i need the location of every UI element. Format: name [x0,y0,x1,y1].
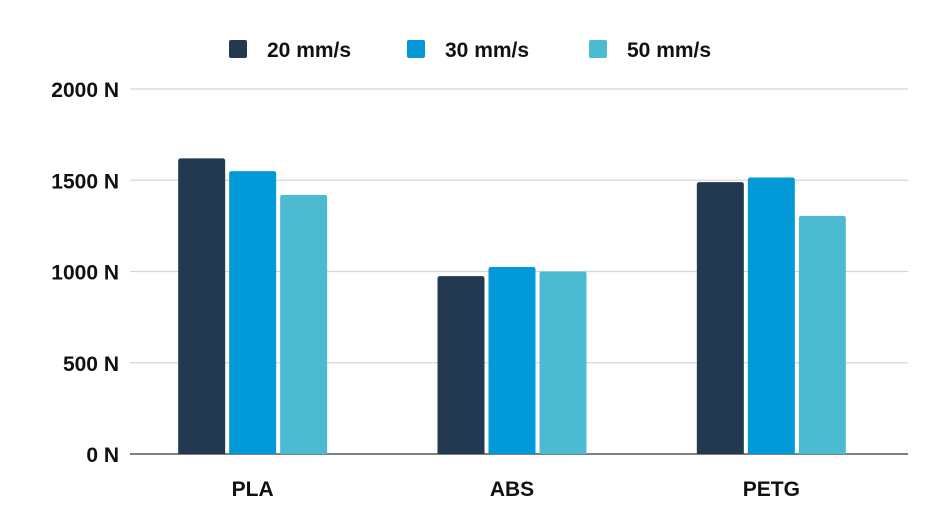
y-tick-label: 2000 N [51,79,119,102]
y-tick-label: 500 N [63,353,119,376]
legend-swatch [407,40,425,58]
x-tick-label: PETG [743,478,800,501]
y-tick-label: 0 N [86,444,119,467]
bar-abs-3 [539,271,587,454]
legend-swatch [229,40,247,58]
bar-pla-1 [178,158,226,454]
x-tick-label: PLA [232,478,274,501]
bar-pla-3 [280,194,328,454]
bars [178,158,846,454]
bar-abs-2 [488,266,536,454]
y-axis-tick-labels: 0 N 500 N 1000 N 1500 N 2000 N [51,79,119,467]
legend-label: 50 mm/s [627,39,711,62]
x-axis-tick-labels: PLA ABS PETG [232,478,800,501]
bar-petg-2 [747,177,795,454]
bar-abs-1 [437,276,485,454]
bar-petg-3 [798,215,846,454]
legend-label: 30 mm/s [445,39,529,62]
bar-petg-1 [696,182,744,454]
legend-label: 20 mm/s [267,39,351,62]
bar-pla-2 [229,171,277,454]
y-tick-label: 1000 N [51,262,119,285]
legend-swatch [589,40,607,58]
y-tick-label: 1500 N [51,170,119,193]
x-tick-label: ABS [490,478,534,501]
legend: 20 mm/s 30 mm/s 50 mm/s [229,39,711,62]
